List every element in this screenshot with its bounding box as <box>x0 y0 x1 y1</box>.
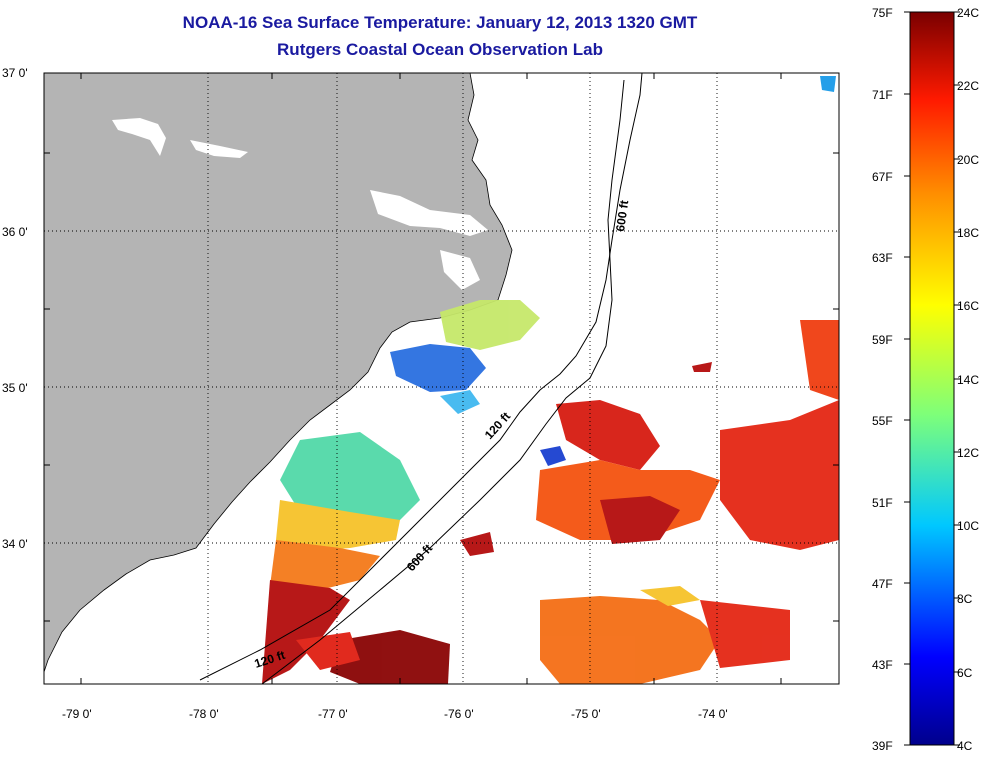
lat-label-34: 34 0' <box>2 537 28 551</box>
colorbar-f-label: 75F <box>872 6 893 20</box>
colorbar-c-label: 20C <box>957 153 979 167</box>
lon-label-79: -79 0' <box>62 707 92 721</box>
map-frame <box>43 72 840 685</box>
lon-label-74: -74 0' <box>698 707 728 721</box>
land-mass <box>44 73 513 673</box>
contour-label-600ft-north: 600 ft <box>613 199 631 232</box>
frame-ticks <box>44 73 839 684</box>
colorbar <box>909 11 955 746</box>
colorbar-c-label: 8C <box>957 592 973 606</box>
lon-label-77: -77 0' <box>318 707 348 721</box>
graticule <box>44 73 839 684</box>
colorbar-f-label: 59F <box>872 333 893 347</box>
colorbar-f-label: 39F <box>872 739 893 753</box>
colorbar-f-label: 47F <box>872 577 893 591</box>
colorbar-c-label: 24C <box>957 6 979 20</box>
colorbar-f-label: 55F <box>872 414 893 428</box>
lon-label-76: -76 0' <box>444 707 474 721</box>
colorbar-c-label: 12C <box>957 446 979 460</box>
sst-data <box>262 76 839 684</box>
colorbar-f-label: 43F <box>872 658 893 672</box>
lat-label-35: 35 0' <box>2 381 28 395</box>
lon-label-78: -78 0' <box>189 707 219 721</box>
map-title: NOAA-16 Sea Surface Temperature: January… <box>182 13 698 32</box>
colorbar-c-label: 14C <box>957 373 979 387</box>
bathymetry-contours <box>199 73 643 684</box>
colorbar-ticks <box>904 11 960 746</box>
colorbar-c-label: 22C <box>957 79 979 93</box>
colorbar-f-label: 67F <box>872 170 893 184</box>
colorbar-c-label: 4C <box>957 739 973 753</box>
lon-label-75: -75 0' <box>571 707 601 721</box>
lat-label-37: 37 0' <box>2 66 28 80</box>
colorbar-c-label: 6C <box>957 666 973 680</box>
colorbar-c-label: 18C <box>957 226 979 240</box>
map-subtitle: Rutgers Coastal Ocean Observation Lab <box>277 40 603 59</box>
colorbar-f-label: 71F <box>872 88 893 102</box>
colorbar-c-label: 16C <box>957 299 979 313</box>
colorbar-f-label: 63F <box>872 251 893 265</box>
colorbar-c-label: 10C <box>957 519 979 533</box>
colorbar-f-label: 51F <box>872 496 893 510</box>
lat-label-36: 36 0' <box>2 225 28 239</box>
